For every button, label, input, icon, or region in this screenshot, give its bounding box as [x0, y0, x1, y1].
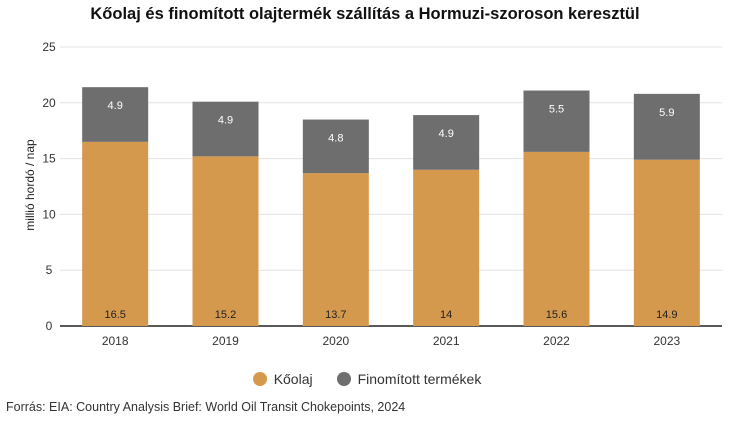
- legend-label-crude: Kőolaj: [273, 371, 313, 387]
- x-tick-label: 2020: [322, 334, 349, 348]
- y-tick-label: 15: [42, 152, 56, 166]
- x-tick-label: 2023: [653, 334, 680, 348]
- data-label-refined: 4.8: [328, 133, 343, 145]
- bar-crude: [192, 156, 259, 326]
- bar-crude: [633, 159, 700, 326]
- data-label-refined: 4.9: [439, 128, 454, 140]
- data-label-refined: 5.5: [549, 104, 564, 116]
- data-label-refined: 4.9: [108, 100, 123, 112]
- x-tick-label: 2021: [433, 334, 460, 348]
- legend-label-refined: Finomított termékek: [357, 371, 482, 387]
- bar-refined: [523, 90, 590, 152]
- bar-refined: [413, 115, 480, 170]
- legend: Kőolaj Finomított termékek: [0, 371, 730, 387]
- x-tick-label: 2019: [212, 334, 239, 348]
- legend-swatch-refined: [336, 372, 351, 386]
- data-label-crude: 14.9: [656, 309, 677, 321]
- y-tick-label: 20: [42, 96, 56, 110]
- data-label-refined: 4.9: [218, 115, 233, 127]
- legend-swatch-crude: [252, 372, 267, 386]
- y-tick-label: 25: [42, 40, 56, 54]
- x-tick-label: 2022: [543, 334, 570, 348]
- y-axis-label: millió hordó / nap: [23, 139, 37, 231]
- data-label-crude: 15.2: [215, 309, 236, 321]
- stacked-bar-chart: 0 5 10 15 20 25 16.5 4.9 2018 15.2 4.9 2019 13.7 4.8…: [23, 40, 722, 348]
- bar-refined: [192, 101, 259, 157]
- source-note: Forrás: EIA: Country Analysis Brief: Wor…: [6, 400, 406, 414]
- data-label-refined: 5.9: [659, 107, 674, 119]
- chart-title: Kőolaj és finomított olajtermék szállítá…: [90, 5, 640, 23]
- legend-item-crude: Kőolaj: [252, 371, 313, 387]
- data-label-crude: 15.6: [546, 309, 567, 321]
- x-tick-label: 2018: [102, 334, 129, 348]
- bar-crude: [523, 151, 590, 326]
- y-tick-label: 5: [46, 263, 53, 277]
- bar-crude: [302, 173, 369, 326]
- y-tick-label: 0: [46, 319, 53, 333]
- legend-item-refined: Finomított termékek: [336, 371, 482, 387]
- bar-refined: [82, 87, 149, 142]
- bar-crude: [413, 169, 480, 326]
- bar-refined: [633, 93, 700, 160]
- data-label-crude: 16.5: [104, 309, 125, 321]
- data-label-crude: 13.7: [325, 309, 346, 321]
- data-label-crude: 14: [440, 309, 452, 321]
- bar-refined: [302, 119, 369, 174]
- bar-crude: [82, 141, 149, 326]
- y-tick-label: 10: [42, 207, 56, 221]
